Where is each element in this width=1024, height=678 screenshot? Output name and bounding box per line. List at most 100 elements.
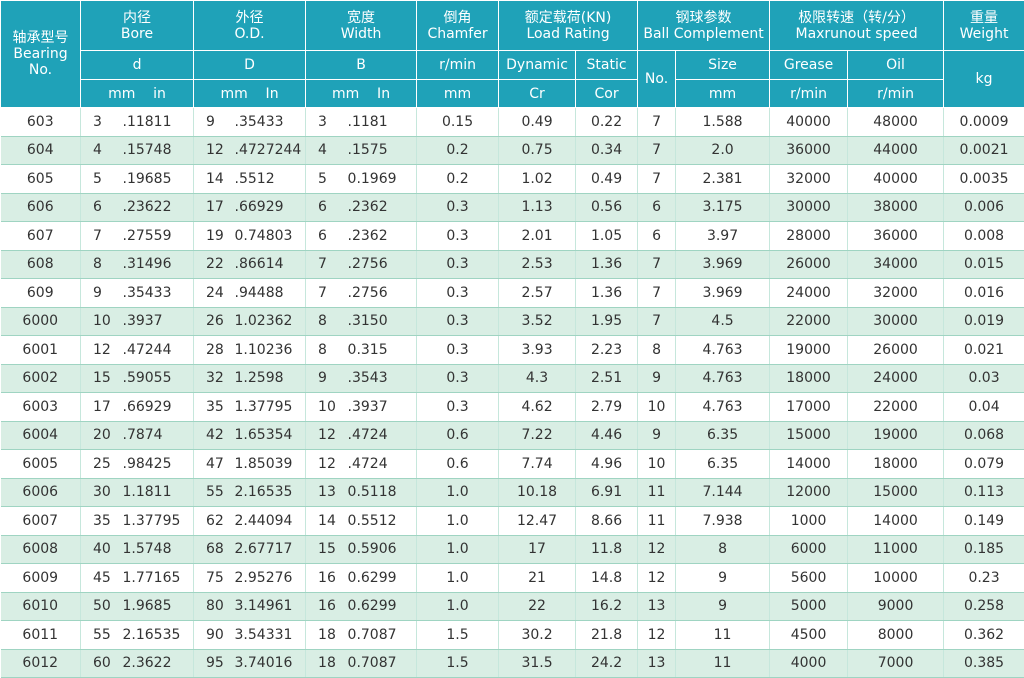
cell-bearing-no: 604 — [0, 136, 81, 165]
cell-weight: 0.079 — [943, 449, 1024, 479]
cell-oil-speed: 44000 — [847, 136, 945, 165]
cell-bore-in: .15748 — [116, 136, 195, 165]
header-bore-unit: mm in — [79, 79, 195, 108]
cell-od-in: 3.14961 — [228, 592, 307, 621]
cell-ball-size: 11 — [675, 649, 771, 678]
cell-grease-speed: 22000 — [769, 307, 849, 336]
cell-oil-speed: 11000 — [847, 535, 945, 564]
cell-width-in: .2362 — [341, 221, 418, 251]
cell-bearing-no: 6012 — [0, 649, 81, 678]
cell-grease-speed: 26000 — [769, 250, 849, 279]
header-oil-unit: r/min — [847, 79, 945, 108]
cell-bore-mm: 55 — [80, 620, 117, 650]
cell-static-cor: 4.96 — [575, 449, 639, 479]
cell-bore-in: .19685 — [116, 164, 195, 194]
cell-ball-no: 7 — [637, 107, 677, 137]
cell-od-in: 1.37795 — [228, 392, 307, 422]
cell-weight: 0.021 — [943, 335, 1024, 365]
header-ball-complement: 钢球参数 Ball Complement — [637, 0, 771, 51]
cell-od-in: 1.02362 — [228, 307, 307, 336]
table-row: 605 5.19685 14.5512 5 0.1969 0.2 1.02 0.49 7 2.38… — [0, 164, 1024, 194]
cell-width-in: 0.6299 — [341, 563, 418, 593]
cell-weight: 0.185 — [943, 535, 1024, 564]
cell-ball-size: 7.938 — [675, 506, 771, 536]
cell-chamfer: 0.3 — [416, 335, 500, 365]
cell-chamfer: 0.15 — [416, 107, 500, 137]
cell-bearing-no: 6004 — [0, 421, 81, 450]
cell-dynamic-cr: 10.18 — [498, 478, 577, 507]
cell-static-cor: 0.56 — [575, 193, 639, 222]
header-weight: 重量 Weight — [943, 0, 1024, 51]
cell-od-mm: 90 — [193, 620, 229, 650]
cell-width-mm: 10 — [305, 392, 342, 422]
cell-ball-no: 7 — [637, 164, 677, 194]
header-od-en: O.D. — [234, 25, 265, 42]
cell-static-cor: 1.05 — [575, 221, 639, 251]
table-row: 604 4.15748 12.4727244 4.1575 0.2 0.75 0.34 7 2.… — [0, 136, 1024, 165]
cell-chamfer: 0.2 — [416, 136, 500, 165]
cell-ball-no: 7 — [637, 278, 677, 308]
cell-chamfer: 1.5 — [416, 649, 500, 678]
cell-chamfer: 0.3 — [416, 221, 500, 251]
cell-dynamic-cr: 4.62 — [498, 392, 577, 422]
cell-width-mm: 13 — [305, 478, 342, 507]
cell-grease-speed: 14000 — [769, 449, 849, 479]
cell-od-in: 1.10236 — [228, 335, 307, 365]
cell-chamfer: 0.3 — [416, 193, 500, 222]
cell-dynamic-cr: 2.57 — [498, 278, 577, 308]
cell-static-cor: 2.51 — [575, 364, 639, 393]
cell-od-mm: 35 — [193, 392, 229, 422]
cell-oil-speed: 48000 — [847, 107, 945, 137]
cell-od-in: 2.44094 — [228, 506, 307, 536]
cell-weight: 0.23 — [943, 563, 1024, 593]
header-ball-no: No. — [637, 50, 677, 108]
cell-chamfer: 0.3 — [416, 278, 500, 308]
cell-bearing-no: 605 — [0, 164, 81, 194]
cell-weight: 0.149 — [943, 506, 1024, 536]
cell-bore-in: .35433 — [116, 278, 195, 308]
cell-oil-speed: 24000 — [847, 364, 945, 393]
cell-oil-speed: 8000 — [847, 620, 945, 650]
header-dynamic: Dynamic — [498, 50, 577, 80]
cell-bore-mm: 10 — [80, 307, 117, 336]
cell-chamfer: 0.6 — [416, 421, 500, 450]
cell-ball-size: 9 — [675, 592, 771, 621]
cell-weight: 0.019 — [943, 307, 1024, 336]
cell-dynamic-cr: 21 — [498, 563, 577, 593]
cell-bearing-no: 6001 — [0, 335, 81, 365]
cell-oil-speed: 40000 — [847, 164, 945, 194]
cell-bore-in: .98425 — [116, 449, 195, 479]
cell-od-in: 3.54331 — [228, 620, 307, 650]
header-od: 外径 O.D. — [193, 0, 307, 51]
cell-bore-mm: 7 — [80, 221, 117, 251]
cell-grease-speed: 5000 — [769, 592, 849, 621]
cell-grease-speed: 6000 — [769, 535, 849, 564]
cell-width-mm: 7 — [305, 278, 342, 308]
cell-od-mm: 17 — [193, 193, 229, 222]
cell-bore-in: .31496 — [116, 250, 195, 279]
cell-width-mm: 8 — [305, 335, 342, 365]
cell-width-mm: 7 — [305, 250, 342, 279]
cell-ball-size: 3.969 — [675, 250, 771, 279]
cell-bearing-no: 6008 — [0, 535, 81, 564]
cell-static-cor: 0.34 — [575, 136, 639, 165]
cell-bore-mm: 25 — [80, 449, 117, 479]
cell-oil-speed: 9000 — [847, 592, 945, 621]
cell-oil-speed: 19000 — [847, 421, 945, 450]
cell-grease-speed: 17000 — [769, 392, 849, 422]
table-row: 6004 20.7874 42 1.65354 12.4724 0.6 7.22 4.46 9 6… — [0, 421, 1024, 450]
table-row: 603 3.11811 9.35433 3.1181 0.15 0.49 0.22 7 1.58… — [0, 107, 1024, 137]
cell-width-mm: 6 — [305, 193, 342, 222]
cell-static-cor: 2.23 — [575, 335, 639, 365]
cell-bore-mm: 12 — [80, 335, 117, 365]
table-row: 609 9.35433 24.94488 7.2756 0.3 2.57 1.36 7 3.96… — [0, 278, 1024, 308]
cell-bore-mm: 15 — [80, 364, 117, 393]
cell-bore-mm: 50 — [80, 592, 117, 621]
cell-ball-size: 4.763 — [675, 364, 771, 393]
cell-weight: 0.015 — [943, 250, 1024, 279]
cell-ball-no: 9 — [637, 364, 677, 393]
cell-static-cor: 0.49 — [575, 164, 639, 194]
cell-width-mm: 14 — [305, 506, 342, 536]
cell-bearing-no: 6010 — [0, 592, 81, 621]
